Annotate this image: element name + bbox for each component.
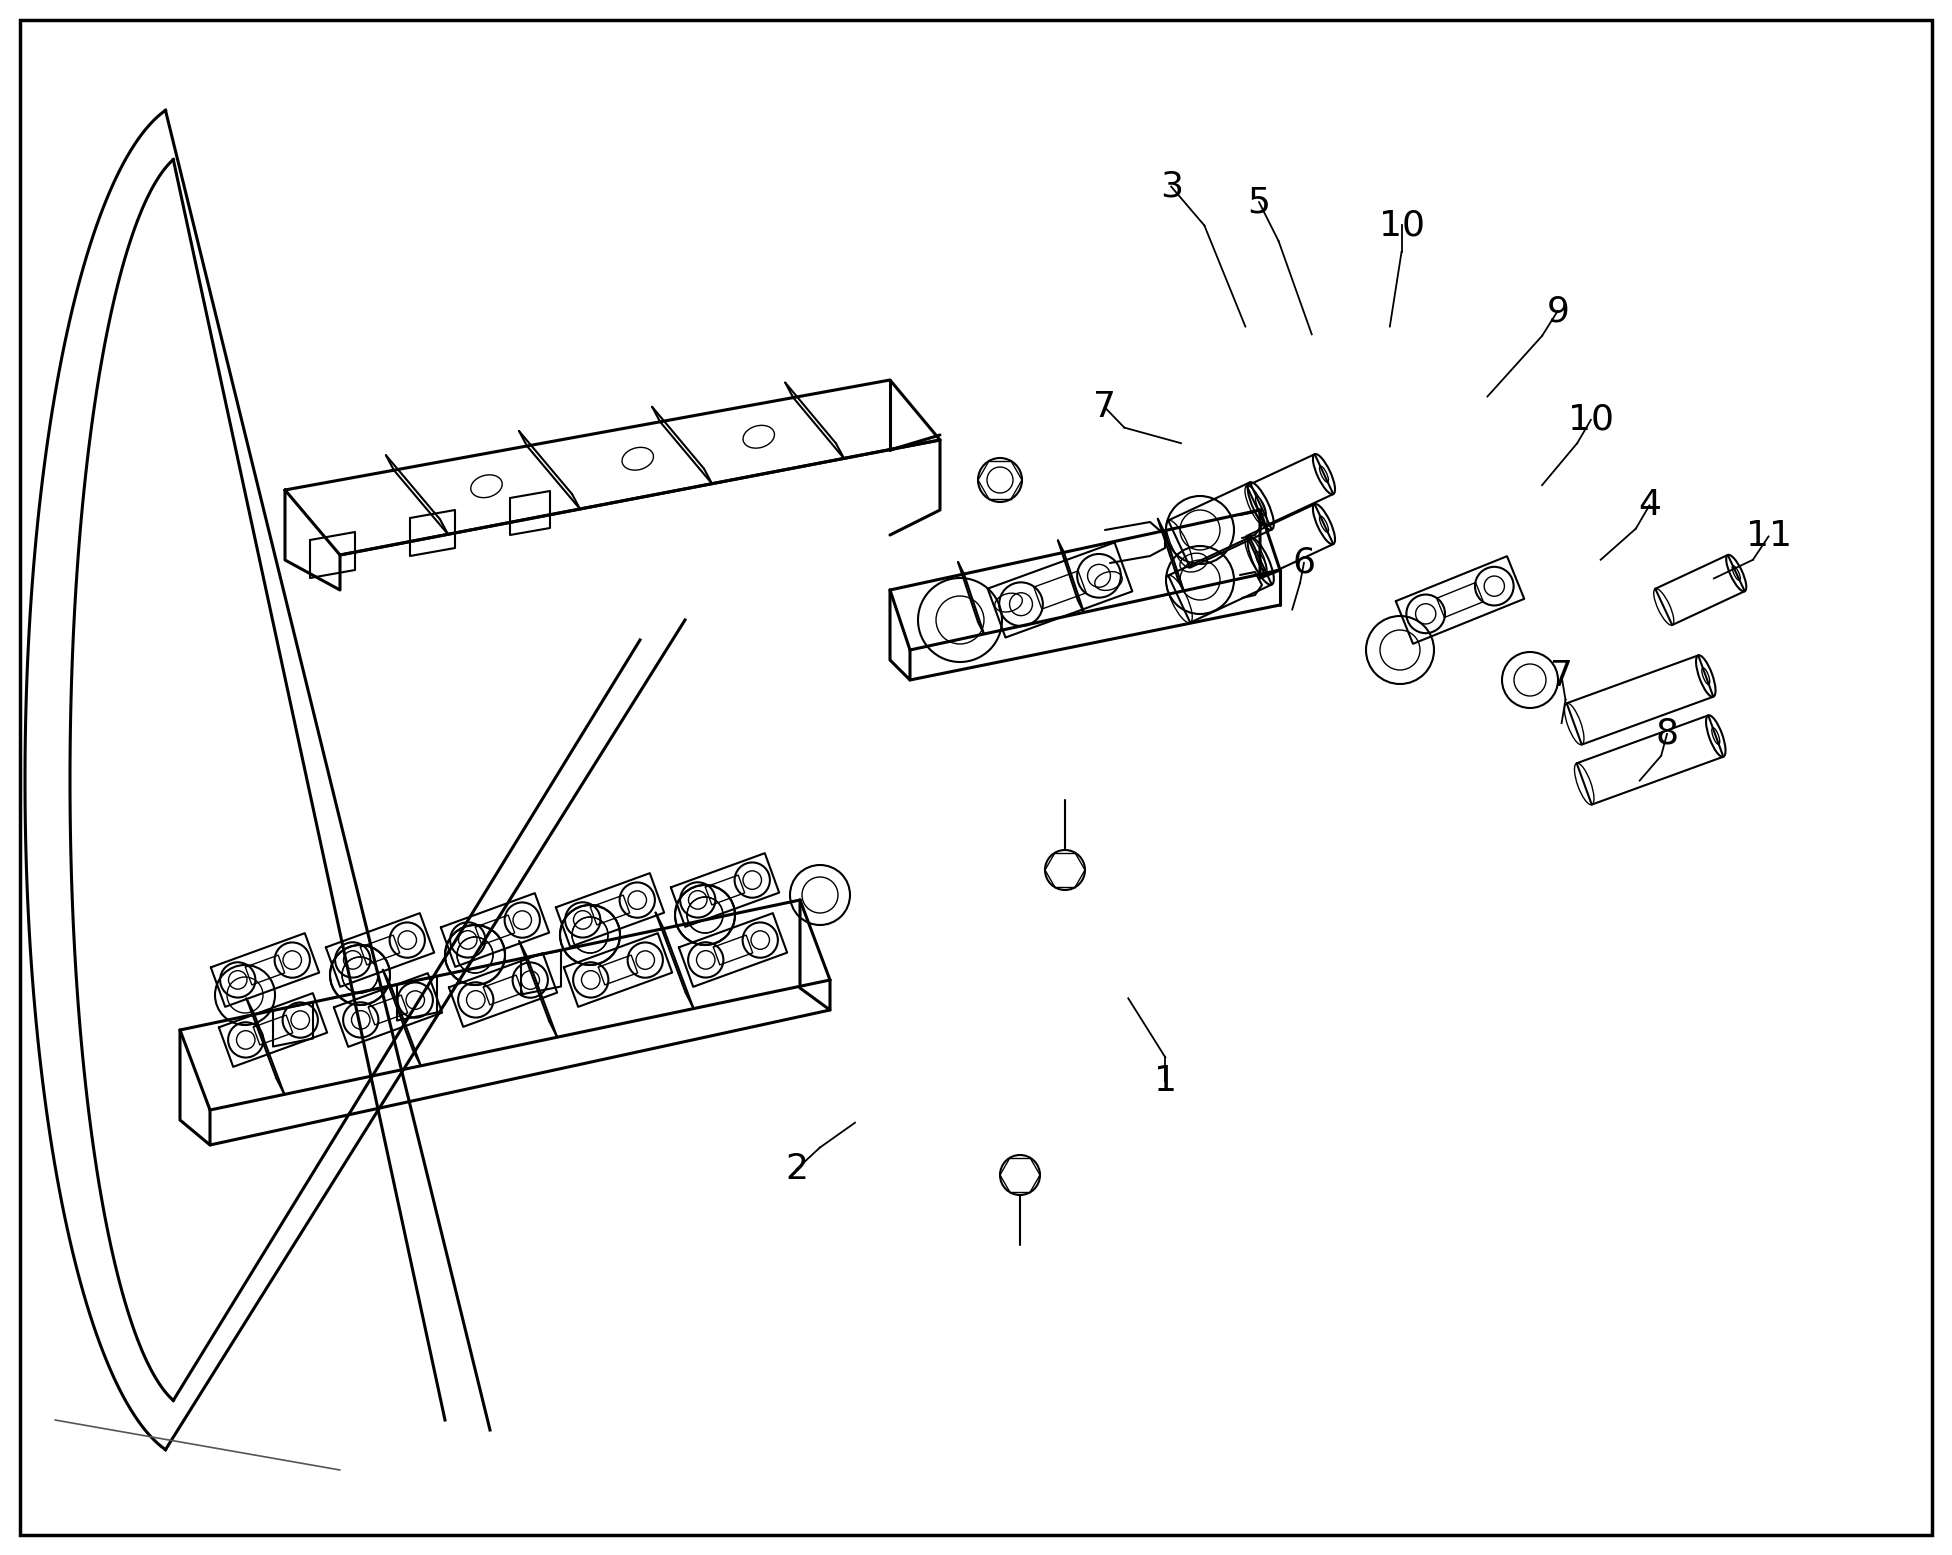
Text: 10: 10 (1567, 403, 1614, 437)
Text: 2: 2 (785, 1152, 808, 1186)
Text: 6: 6 (1292, 546, 1316, 580)
Text: 8: 8 (1655, 717, 1679, 751)
Text: 10: 10 (1378, 208, 1425, 243)
Text: 7: 7 (1550, 659, 1573, 694)
Text: 3: 3 (1159, 169, 1183, 204)
Text: 9: 9 (1546, 294, 1569, 328)
Text: 1: 1 (1154, 1064, 1177, 1098)
Text: 4: 4 (1638, 488, 1661, 522)
Text: 7: 7 (1093, 390, 1117, 425)
Text: 11: 11 (1745, 519, 1792, 554)
Text: 5: 5 (1247, 185, 1271, 219)
